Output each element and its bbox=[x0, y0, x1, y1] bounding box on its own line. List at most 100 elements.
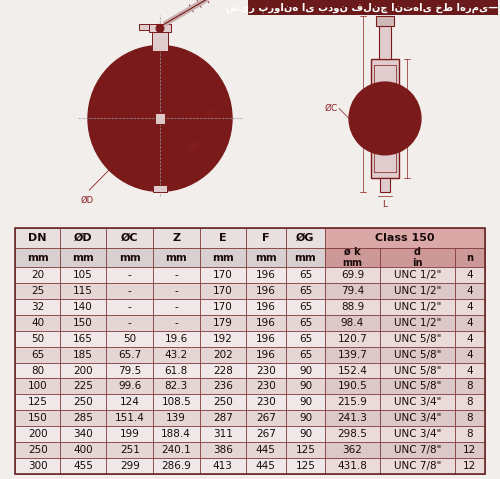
Bar bbox=[200, 426, 246, 442]
Bar bbox=[380, 315, 455, 331]
Bar bbox=[246, 410, 286, 426]
Bar bbox=[286, 378, 325, 394]
Bar bbox=[106, 248, 153, 267]
Text: 4: 4 bbox=[466, 365, 473, 376]
Text: UNC 1/2": UNC 1/2" bbox=[394, 302, 441, 312]
Bar bbox=[325, 347, 380, 363]
Bar bbox=[455, 347, 484, 363]
Bar bbox=[246, 347, 286, 363]
Bar bbox=[60, 458, 106, 474]
Bar bbox=[153, 185, 167, 193]
Bar bbox=[60, 378, 106, 394]
Text: UNC 7/8": UNC 7/8" bbox=[394, 445, 441, 455]
Bar bbox=[155, 114, 165, 124]
Bar bbox=[455, 410, 484, 426]
Bar bbox=[246, 315, 286, 331]
Text: 12: 12 bbox=[463, 461, 476, 471]
Bar bbox=[60, 299, 106, 315]
Text: 25: 25 bbox=[31, 286, 44, 296]
Circle shape bbox=[110, 160, 119, 169]
Text: 267: 267 bbox=[256, 429, 276, 439]
Text: 65: 65 bbox=[299, 286, 312, 296]
Bar bbox=[286, 299, 325, 315]
Text: UNC 3/4": UNC 3/4" bbox=[394, 413, 441, 423]
Text: 139: 139 bbox=[166, 413, 186, 423]
Text: 88.9: 88.9 bbox=[341, 302, 364, 312]
Text: 170: 170 bbox=[213, 270, 233, 280]
Circle shape bbox=[110, 68, 119, 77]
Bar bbox=[153, 410, 200, 426]
Text: 240.1: 240.1 bbox=[162, 445, 191, 455]
Bar bbox=[380, 458, 455, 474]
Bar bbox=[246, 458, 286, 474]
Bar bbox=[200, 299, 246, 315]
Bar bbox=[325, 228, 484, 248]
Bar bbox=[325, 283, 380, 299]
Bar bbox=[16, 299, 60, 315]
Bar bbox=[286, 315, 325, 331]
Text: 90: 90 bbox=[299, 381, 312, 391]
Text: UNC 1/2": UNC 1/2" bbox=[394, 286, 441, 296]
Bar bbox=[325, 331, 380, 347]
Text: -: - bbox=[174, 318, 178, 328]
Text: 196: 196 bbox=[256, 334, 276, 344]
Text: 250: 250 bbox=[74, 397, 93, 407]
Circle shape bbox=[117, 75, 203, 162]
Text: 32: 32 bbox=[31, 302, 44, 312]
Text: 170: 170 bbox=[213, 302, 233, 312]
Bar bbox=[455, 363, 484, 378]
Bar bbox=[16, 347, 60, 363]
Circle shape bbox=[349, 82, 421, 155]
Bar bbox=[380, 248, 455, 267]
Text: 215.9: 215.9 bbox=[338, 397, 368, 407]
Bar bbox=[376, 16, 394, 26]
Bar bbox=[455, 248, 484, 267]
Bar bbox=[286, 410, 325, 426]
Bar bbox=[380, 331, 455, 347]
Text: 20: 20 bbox=[31, 270, 44, 280]
Bar bbox=[16, 458, 60, 474]
Circle shape bbox=[156, 179, 164, 188]
Text: 82.3: 82.3 bbox=[164, 381, 188, 391]
Text: 140: 140 bbox=[74, 302, 93, 312]
Bar bbox=[153, 248, 200, 267]
Text: 125: 125 bbox=[296, 461, 316, 471]
Text: 200: 200 bbox=[74, 365, 93, 376]
Text: 230: 230 bbox=[256, 397, 276, 407]
Text: 311: 311 bbox=[213, 429, 233, 439]
Bar bbox=[60, 315, 106, 331]
Text: 230: 230 bbox=[256, 365, 276, 376]
Bar bbox=[106, 394, 153, 410]
Bar bbox=[455, 458, 484, 474]
Bar bbox=[16, 410, 60, 426]
Bar bbox=[16, 267, 60, 283]
Text: 139.7: 139.7 bbox=[338, 350, 368, 360]
Bar bbox=[200, 331, 246, 347]
Text: -: - bbox=[174, 286, 178, 296]
Bar bbox=[371, 59, 399, 178]
Text: 65: 65 bbox=[299, 334, 312, 344]
Text: mm: mm bbox=[255, 252, 276, 262]
Bar bbox=[455, 267, 484, 283]
Text: 8: 8 bbox=[466, 397, 473, 407]
Text: 267: 267 bbox=[256, 413, 276, 423]
Text: DN: DN bbox=[28, 233, 47, 243]
Bar bbox=[106, 228, 153, 248]
Bar bbox=[16, 378, 60, 394]
Bar bbox=[153, 299, 200, 315]
Text: 386: 386 bbox=[213, 445, 233, 455]
Bar bbox=[286, 283, 325, 299]
Bar bbox=[153, 394, 200, 410]
Text: UNC 5/8": UNC 5/8" bbox=[394, 334, 441, 344]
Bar bbox=[286, 331, 325, 347]
Bar bbox=[16, 315, 60, 331]
Bar bbox=[325, 363, 380, 378]
Text: 285: 285 bbox=[73, 413, 93, 423]
Bar bbox=[325, 315, 380, 331]
Bar bbox=[286, 228, 325, 248]
Text: 4: 4 bbox=[466, 334, 473, 344]
Text: 90: 90 bbox=[299, 365, 312, 376]
Text: E: E bbox=[354, 100, 360, 109]
Bar bbox=[60, 248, 106, 267]
Text: 152.4: 152.4 bbox=[338, 365, 368, 376]
